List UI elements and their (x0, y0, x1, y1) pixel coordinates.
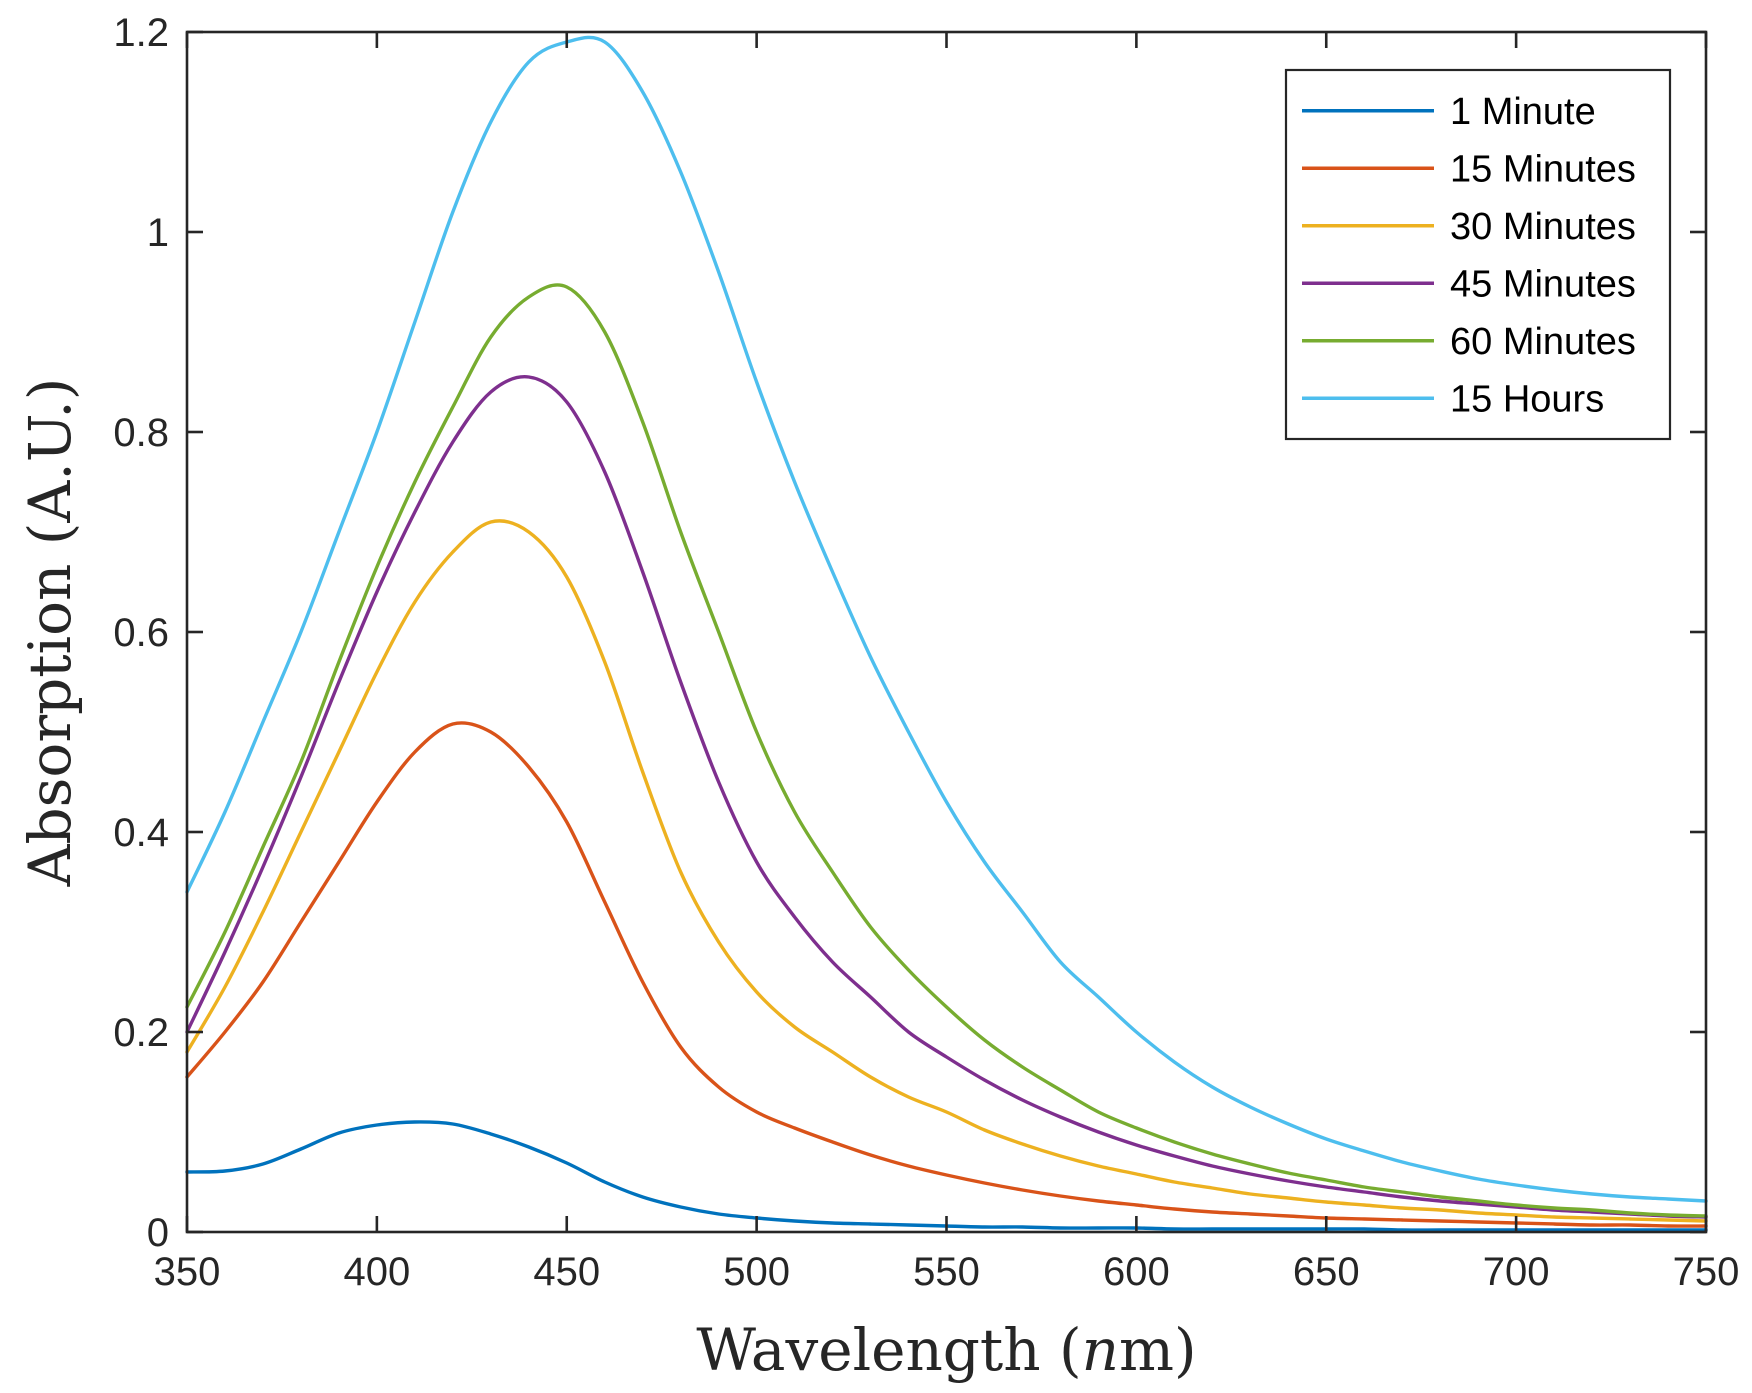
y-tick-label: 0.4 (113, 811, 169, 855)
y-tick-label: 0 (147, 1211, 169, 1255)
y-tick-label: 1.2 (113, 11, 169, 55)
series-layer (185, 35, 1708, 1232)
x-axis-label-unit: m) (1119, 1316, 1197, 1384)
x-tick-label: 450 (533, 1250, 600, 1294)
x-tick-label: 600 (1103, 1250, 1170, 1294)
legend-label: 60 Minutes (1450, 321, 1636, 363)
y-tick-label: 0.2 (113, 1011, 169, 1055)
y-tick-label: 0.8 (113, 411, 169, 455)
x-axis-label-unit-prefix: n (1082, 1316, 1119, 1384)
x-tick-label: 700 (1483, 1250, 1550, 1294)
x-axis-label-main: Wavelength ( (696, 1316, 1081, 1384)
legend-label: 1 Minute (1450, 91, 1596, 133)
tick-layer: 350 400 450 500 550 600 650 700 750 0 0.2 0.4 0.6 0.8… (113, 11, 1739, 1294)
y-tick-label: 1 (147, 211, 169, 255)
legend-label: 15 Hours (1450, 378, 1604, 420)
series-line-15-minutes (185, 721, 1708, 1228)
x-axis-label: Wavelength (nm) (696, 1316, 1196, 1384)
y-axis-label: Absorption (A.U.) (16, 378, 84, 888)
series-line-60-minutes (185, 283, 1708, 1218)
series-line-15-hours (185, 35, 1708, 1203)
y-tick-label: 0.6 (113, 611, 169, 655)
series-line-45-minutes (185, 375, 1708, 1219)
x-tick-label: 350 (154, 1250, 221, 1294)
x-tick-label: 650 (1293, 1250, 1360, 1294)
legend-box (1284, 68, 1672, 441)
legend-label: 15 Minutes (1450, 148, 1636, 190)
legend: 1 Minute 15 Minutes 30 Minutes 45 Minutes 60… (1284, 68, 1672, 441)
x-tick-label: 550 (913, 1250, 980, 1294)
legend-label: 45 Minutes (1450, 263, 1636, 305)
series-line-30-minutes (185, 519, 1708, 1223)
x-tick-label: 500 (723, 1250, 790, 1294)
x-tick-label: 400 (344, 1250, 411, 1294)
legend-label: 30 Minutes (1450, 206, 1636, 248)
x-tick-label: 750 (1673, 1250, 1740, 1294)
